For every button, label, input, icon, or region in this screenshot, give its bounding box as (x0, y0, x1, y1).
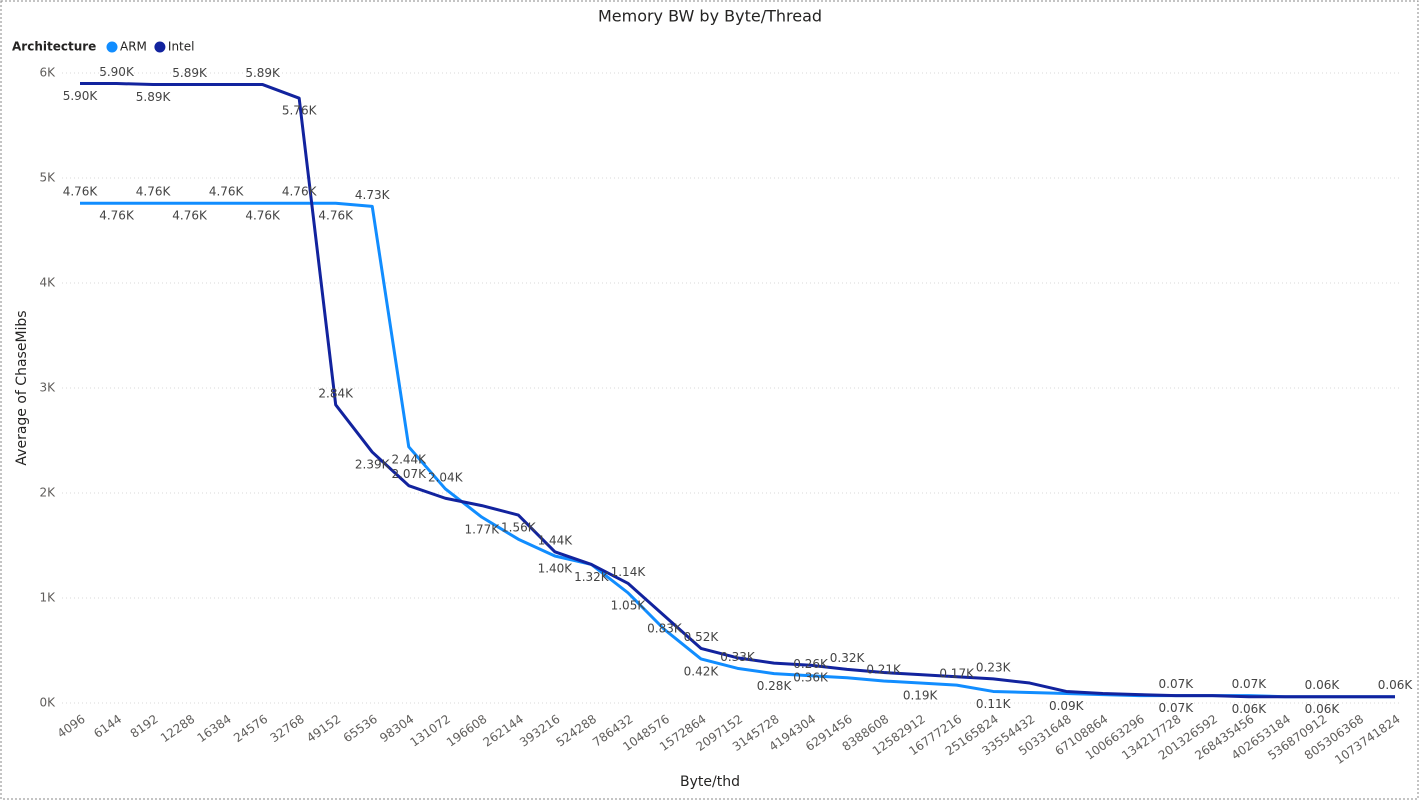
y-tick-label: 3K (39, 381, 56, 395)
x-tick-label: 32768 (268, 712, 307, 745)
x-tick-label: 4096 (55, 712, 88, 741)
data-label: 0.06K (1305, 702, 1341, 716)
data-label: 2.07K (391, 467, 427, 481)
data-label: 4.76K (245, 209, 281, 223)
series-line (80, 82, 1395, 699)
x-tick-label: 24576 (231, 712, 270, 745)
y-tick-label: 4K (39, 276, 56, 290)
data-label: 4.76K (209, 185, 245, 199)
data-label: 2.44K (391, 452, 427, 466)
y-tick-label: 5K (39, 171, 56, 185)
data-label: 0.32K (830, 651, 866, 665)
y-tick-label: 2K (39, 486, 56, 500)
data-label: 0.33K (720, 650, 756, 664)
legend-label: ARM (120, 40, 147, 54)
data-label: 0.07K (1232, 677, 1268, 691)
data-label: 0.21K (866, 662, 902, 676)
y-tick-label: 0K (39, 696, 56, 710)
data-label: 0.83K (647, 621, 683, 635)
data-label: 5.89K (172, 66, 208, 80)
legend-label: Intel (168, 40, 195, 54)
legend-marker (106, 41, 118, 53)
data-label: 0.52K (684, 630, 720, 644)
x-tick-label: 16384 (195, 712, 234, 745)
x-tick-label: 65536 (341, 712, 380, 745)
data-label: 0.23K (976, 660, 1012, 674)
data-label: 0.42K (684, 664, 720, 678)
data-label: 4.76K (63, 185, 99, 199)
data-label: 4.76K (318, 209, 354, 223)
data-label: 5.90K (99, 65, 135, 79)
x-tick-label: 6144 (91, 712, 124, 741)
x-tick-label: 49152 (304, 712, 343, 745)
data-label: 1.77K (465, 523, 501, 537)
data-label: 2.84K (318, 386, 354, 400)
data-label: 0.07K (1159, 677, 1195, 691)
data-label: 5.76K (282, 104, 318, 118)
legend-marker (154, 41, 166, 53)
data-label: 0.06K (1378, 678, 1414, 692)
data-label: 0.28K (757, 679, 793, 693)
chart-title: Memory BW by Byte/Thread (598, 7, 822, 26)
data-label: 0.26K (793, 657, 829, 671)
x-tick-label: 12288 (158, 712, 197, 745)
y-axis-title: Average of ChaseMibs (14, 310, 30, 465)
data-label: 4.76K (172, 209, 208, 223)
x-tick-label: 262144 (481, 712, 527, 750)
data-label: 4.76K (99, 209, 135, 223)
data-label: 0.06K (1305, 678, 1341, 692)
x-axis-title: Byte/thd (680, 774, 740, 790)
x-tick-label: 196608 (444, 712, 490, 750)
data-label: 0.19K (903, 689, 939, 703)
data-label: 4.76K (282, 185, 318, 199)
data-label: 0.07K (1159, 701, 1195, 715)
data-label: 5.89K (136, 90, 172, 104)
y-tick-label: 1K (39, 591, 56, 605)
data-label: 1.56K (501, 521, 537, 535)
data-label: 0.09K (1049, 699, 1085, 713)
x-tick-label: 524288 (554, 712, 600, 750)
data-label: 4.73K (355, 188, 391, 202)
data-label: 0.36K (793, 671, 829, 685)
data-label: 5.90K (63, 89, 99, 103)
data-label: 1.14K (611, 565, 647, 579)
data-label: 4.76K (136, 185, 172, 199)
data-label: 1.44K (538, 533, 574, 547)
legend-title: Architecture (12, 40, 96, 54)
data-label: 1.40K (538, 562, 574, 576)
data-label: 0.17K (939, 667, 975, 681)
data-label: 0.11K (976, 697, 1012, 711)
data-label: 1.32K (574, 570, 610, 584)
data-label: 5.89K (245, 66, 281, 80)
data-label: 2.04K (428, 470, 464, 484)
data-label: 1.05K (611, 598, 647, 612)
series-line (80, 201, 1395, 699)
x-tick-label: 8192 (128, 712, 161, 741)
x-tick-label: 131072 (407, 712, 453, 750)
data-label: 0.06K (1232, 702, 1268, 716)
x-tick-label: 393216 (517, 712, 563, 750)
data-label: 2.39K (355, 458, 391, 472)
y-tick-label: 6K (39, 66, 56, 80)
